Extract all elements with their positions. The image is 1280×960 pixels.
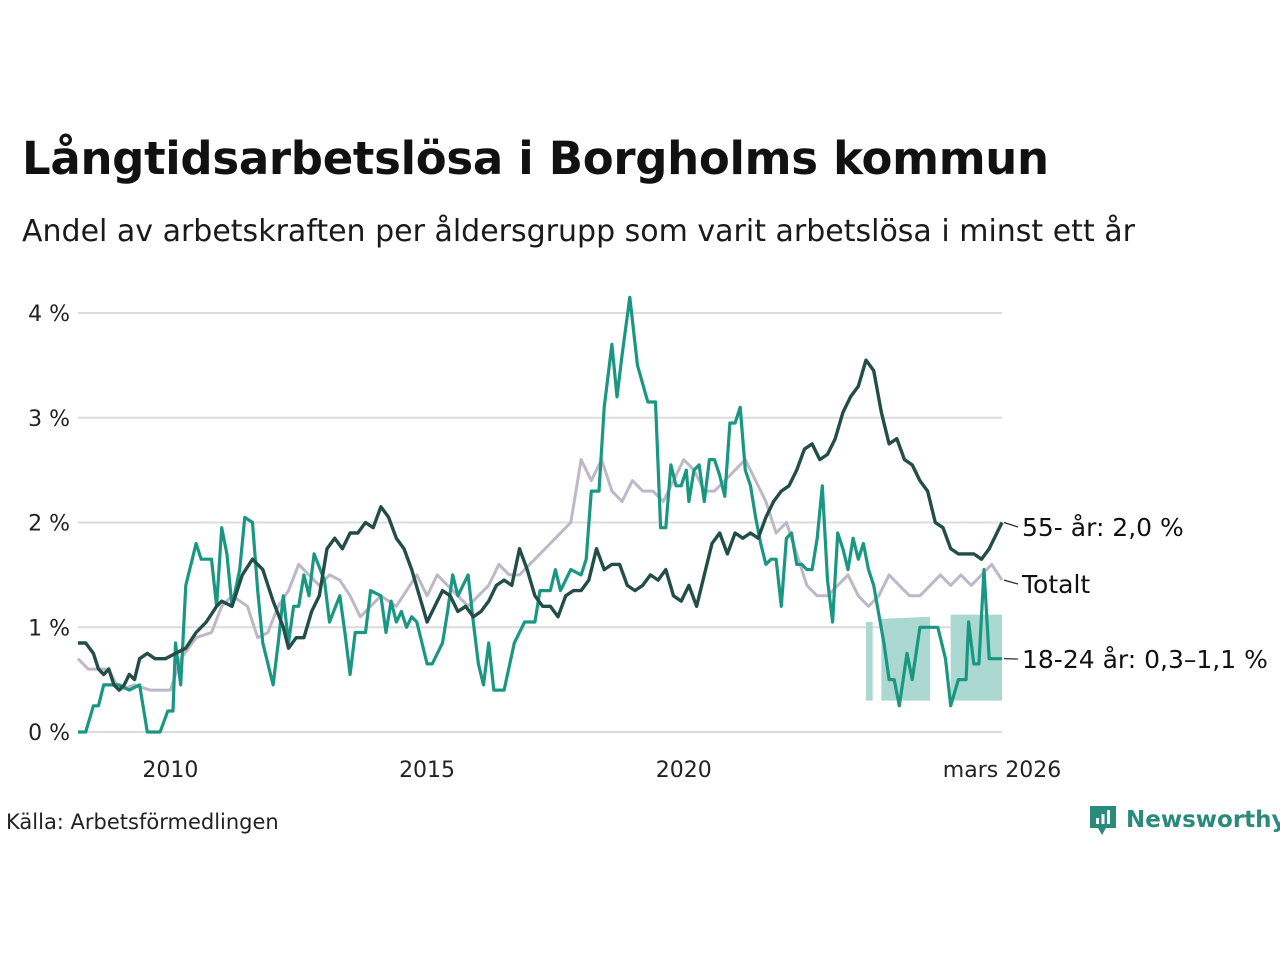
- series-end-label: 18-24 år: 0,3–1,1 %: [1022, 645, 1268, 674]
- y-tick-label: 3 %: [28, 407, 70, 432]
- chart-subtitle: Andel av arbetskraften per åldersgrupp s…: [22, 214, 1135, 249]
- leader-line: [1003, 521, 1019, 528]
- x-tick-label: 2010: [142, 758, 198, 783]
- y-tick-label: 0 %: [28, 721, 70, 746]
- series-line-55-r: [78, 358, 1004, 692]
- x-tick-label: 2020: [656, 758, 712, 783]
- chart-title: Långtidsarbetslösa i Borgholms kommun: [22, 132, 1049, 185]
- newsworthy-logo-icon: [1090, 806, 1116, 835]
- y-tick-label: 4 %: [28, 302, 70, 327]
- series-end-label: 55- år: 2,0 %: [1022, 513, 1184, 542]
- source-note: Källa: Arbetsförmedlingen: [6, 810, 279, 834]
- band-segment-0: [865, 622, 873, 701]
- y-tick-label: 2 %: [28, 512, 70, 537]
- leader-line: [1003, 579, 1019, 585]
- series-line-18-24-r: [78, 295, 1002, 734]
- x-tick-label: mars 2026: [943, 758, 1061, 783]
- y-tick-label: 1 %: [28, 616, 70, 641]
- brand-name: Newsworthy: [1126, 807, 1280, 833]
- series-line-totalt: [76, 458, 1004, 692]
- brand-logo: Newsworthy: [1088, 803, 1280, 837]
- x-tick-label: 2015: [399, 758, 455, 783]
- series-end-label: Totalt: [1021, 570, 1090, 599]
